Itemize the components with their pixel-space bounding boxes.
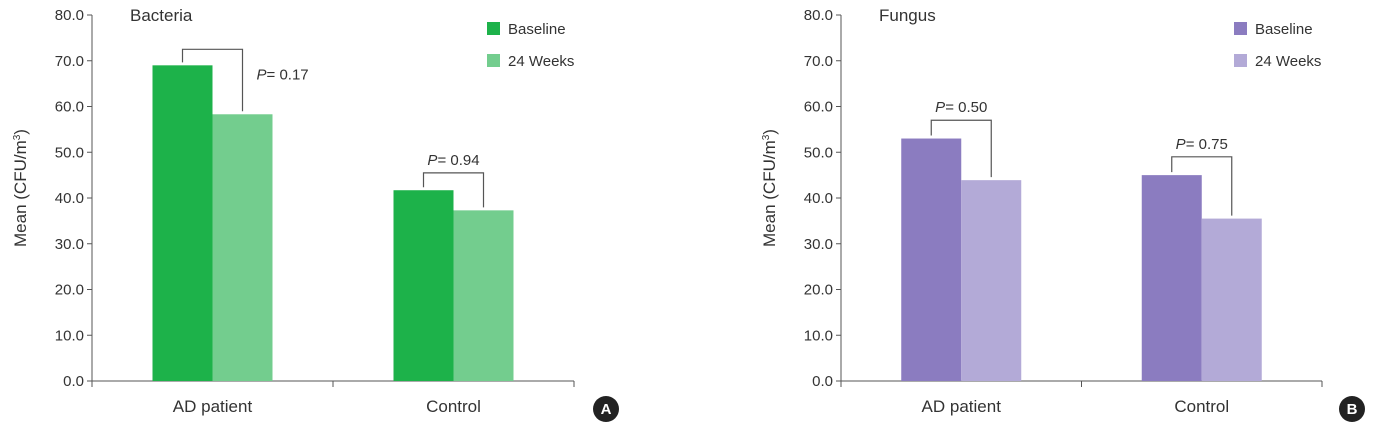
p-value-number: = 0.94 (437, 152, 479, 169)
p-value-label: P= 0.17 (257, 66, 309, 83)
bar-24-weeks (961, 180, 1022, 381)
legend-label: Baseline (508, 21, 566, 38)
chart-panel-2: 0.0 10.0 20.0 30.0 40.0 50.0 60.0 70.0 80.0 Mean … (760, 6, 1365, 422)
p-value-label: P= 0.50 (935, 99, 987, 116)
bar-24-weeks (1201, 218, 1262, 381)
panel-letter: A (601, 401, 612, 418)
y-axis-label-sup: 3 (761, 134, 772, 140)
legend-label: Baseline (1255, 21, 1313, 38)
p-value-label: P= 0.94 (427, 152, 479, 169)
bar-baseline (152, 65, 213, 381)
y-axis-label-main: Mean (CFU/m (11, 140, 30, 247)
y-tick-label: 80.0 (55, 7, 84, 24)
x-tick-label: AD patient (922, 397, 1002, 416)
legend-swatch (1234, 54, 1247, 67)
significance-bracket (422, 172, 485, 208)
y-tick-label: 80.0 (804, 7, 833, 24)
bar-24-weeks (212, 114, 273, 381)
bar-baseline (901, 138, 962, 381)
y-tick-label: 50.0 (804, 144, 833, 161)
y-tick-label: 70.0 (804, 53, 833, 70)
significance-bracket (1171, 156, 1233, 216)
significance-bracket (181, 48, 244, 112)
y-axis-label: Mean (CFU/m3) (760, 129, 779, 247)
y-tick-label: 0.0 (63, 373, 84, 390)
legend-label: 24 Weeks (1255, 53, 1321, 70)
y-axis-label-close: ) (11, 129, 30, 135)
panel-letter-badge (1339, 396, 1365, 422)
legend-swatch (1234, 22, 1247, 35)
y-tick-label: 0.0 (812, 373, 833, 390)
y-tick-label: 60.0 (804, 99, 833, 116)
y-tick-label: 70.0 (55, 53, 84, 70)
chart-title: Fungus (879, 6, 936, 25)
x-tick-label: AD patient (173, 397, 253, 416)
p-value-label: P= 0.75 (1176, 136, 1228, 153)
panel-letter-badge (593, 396, 619, 422)
x-tick-label: Control (1174, 397, 1229, 416)
legend-swatch (487, 22, 500, 35)
y-tick-label: 40.0 (55, 190, 84, 207)
p-value-number: = 0.50 (945, 99, 987, 116)
p-value-number: = 0.17 (267, 66, 309, 83)
chart-title: Bacteria (130, 6, 193, 25)
y-tick-label: 20.0 (804, 282, 833, 299)
p-value-symbol: P (1176, 136, 1186, 153)
y-tick-label: 10.0 (804, 327, 833, 344)
y-axis-label-sup: 3 (12, 134, 23, 140)
p-value-symbol: P (427, 152, 437, 169)
p-value-symbol: P (935, 99, 945, 116)
y-tick-label: 10.0 (55, 327, 84, 344)
bar-baseline (1141, 175, 1202, 381)
y-tick-label: 60.0 (55, 99, 84, 116)
significance-bracket (930, 119, 992, 178)
y-tick-label: 20.0 (55, 282, 84, 299)
y-axis-label-main: Mean (CFU/m (760, 140, 779, 247)
y-axis-label: Mean (CFU/m3) (11, 129, 30, 247)
y-axis-label-close: ) (760, 129, 779, 135)
panel-letter: B (1347, 401, 1358, 418)
y-tick-label: 30.0 (804, 236, 833, 253)
chart-panel-1: 0.0 10.0 20.0 30.0 40.0 50.0 60.0 70.0 80.0 Mean … (11, 6, 619, 422)
bar-24-weeks (453, 210, 514, 381)
bar-baseline (393, 190, 454, 381)
y-tick-label: 40.0 (804, 190, 833, 207)
legend-swatch (487, 54, 500, 67)
legend-label: 24 Weeks (508, 53, 574, 70)
y-tick-label: 50.0 (55, 144, 84, 161)
p-value-symbol: P (257, 66, 267, 83)
x-tick-label: Control (426, 397, 481, 416)
p-value-number: = 0.75 (1186, 136, 1228, 153)
y-tick-label: 30.0 (55, 236, 84, 253)
